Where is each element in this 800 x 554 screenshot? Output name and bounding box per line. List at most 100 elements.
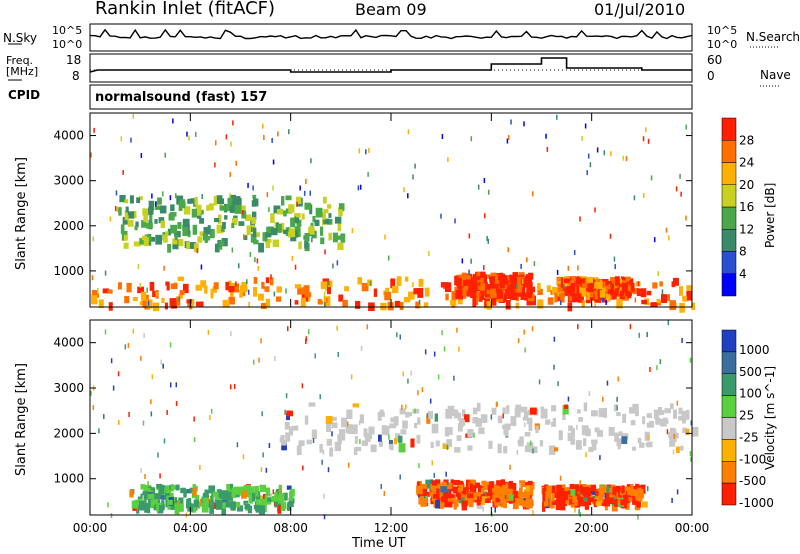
data-cell [679,302,685,313]
data-cell [214,162,216,168]
data-cell [582,438,587,447]
data-cell [524,347,526,353]
data-cell [142,491,148,500]
colorbar-swatch [721,251,737,274]
data-cell [521,278,524,284]
data-cell [690,456,692,462]
data-cell [98,299,104,309]
data-cell [646,422,651,428]
data-cell [260,467,263,473]
data-cell [537,299,544,309]
data-cell [310,222,314,229]
velocity-ylabel: Slant Range [km] [14,363,29,476]
colorbar-tick-label: 12 [739,222,754,236]
data-cell [360,345,363,351]
data-cell [258,505,266,515]
data-cell [305,178,307,184]
data-cell [507,276,511,281]
data-cell [467,445,473,451]
data-cell [407,412,413,417]
data-cell [455,492,461,497]
data-cell [336,325,338,331]
data-cell [483,177,486,183]
data-cell [331,422,338,429]
data-cell [308,329,310,335]
data-cell [294,213,301,218]
data-cell [301,293,309,302]
data-cell [146,299,153,309]
data-cell [689,451,692,457]
data-cell [140,467,142,473]
data-cell [546,485,552,492]
data-cell [545,133,547,139]
data-cell [574,487,578,494]
data-cell [637,281,640,287]
data-cell [470,258,472,264]
data-cell [328,280,330,286]
data-cell [175,193,177,199]
data-cell [529,300,536,305]
data-cell [524,489,530,499]
data-cell [147,300,150,306]
data-cell [231,222,235,229]
data-cell [494,488,499,498]
data-cell [424,349,427,355]
data-cell [134,225,138,231]
data-cell [225,134,228,140]
data-cell [270,213,275,223]
data-cell [520,406,528,413]
colorbar-swatch [721,482,737,506]
colorbar-tick-label: 24 [739,156,754,170]
data-cell [577,496,582,507]
colorbar-tick-label: -25 [739,430,759,444]
data-cell [556,269,559,275]
data-cell [437,374,440,380]
data-cell [641,501,648,508]
data-cell [265,242,271,249]
data-cell [456,274,462,281]
colorbar-swatch [721,329,737,353]
data-cell [308,227,315,235]
data-cell [472,407,478,415]
data-cell [610,284,615,291]
data-cell [310,158,312,164]
data-cell [657,300,662,306]
data-cell [646,332,648,338]
data-cell [599,455,601,461]
data-cell [188,135,190,141]
velocity-colorbar-label: Velocity [m s^-1] [763,365,777,470]
data-cell [141,220,147,228]
data-cell [283,210,287,217]
data-cell [155,234,163,245]
data-cell [225,281,230,291]
data-cell [180,487,186,494]
colorbar-tick-label: -500 [739,474,766,488]
data-cell [679,445,684,451]
data-cell [685,124,687,130]
data-cell [122,169,124,175]
data-cell [255,505,261,513]
data-cell [484,213,486,219]
colorbar-swatch [721,162,737,185]
data-cell [243,484,251,490]
data-cell [549,445,556,455]
data-cell [637,487,642,496]
colorbar-tick-label: 28 [739,133,754,147]
data-cell [499,279,506,285]
data-cell [505,299,511,310]
data-cell [124,296,130,304]
data-cell [430,491,436,496]
data-cell [283,492,288,501]
data-cell [280,501,286,511]
data-cell [588,490,592,495]
colorbar-swatch [721,439,737,462]
data-cell [173,485,177,490]
data-cell [581,135,583,141]
data-cell [667,320,670,326]
data-cell [609,233,612,239]
data-cell [628,497,633,502]
data-cell [252,227,257,238]
cpid-label: CPID [8,88,41,102]
data-cell [402,420,408,429]
